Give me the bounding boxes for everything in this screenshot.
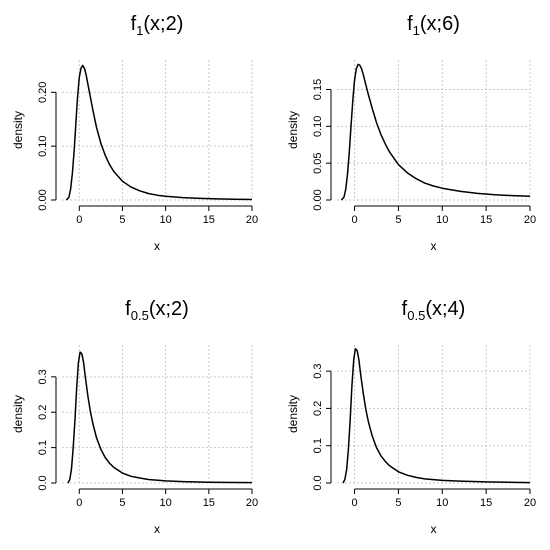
title-args: (x;2) [143, 13, 183, 35]
x-tick-label: 15 [203, 214, 215, 226]
title-main: f [407, 13, 413, 35]
y-tick-label: 0.2 [312, 401, 324, 416]
x-tick-label: 15 [480, 214, 492, 226]
panel-title: f0.5(x;2) [125, 298, 189, 323]
x-tick-label: 0 [351, 214, 357, 226]
x-tick-label: 15 [203, 497, 215, 509]
x-tick-label: 20 [524, 214, 536, 226]
plot-panel-4: f0.5(x;4) 0 5 10 15 20 x 0.0 0.1 0.2 0.3 density [286, 298, 536, 536]
panel-title: f0.5(x;4) [402, 298, 466, 323]
x-axis-label: x [431, 239, 437, 253]
x-tick-label: 10 [160, 497, 172, 509]
x-tick-label: 0 [76, 214, 82, 226]
x-tick-label: 0 [351, 497, 357, 509]
panel-title: f1(x;6) [407, 13, 460, 38]
plot-panel-3: f0.5(x;2) 0 5 10 15 20 x 0.0 0.1 0.2 0.3 density [11, 298, 258, 536]
y-tick-label: 0.00 [312, 189, 324, 210]
density-curve [65, 64, 253, 201]
y-tick-label: 0.1 [312, 438, 324, 453]
x-axis-label: x [154, 239, 160, 253]
title-subscript: 0.5 [407, 308, 425, 323]
y-tick-label: 0.3 [37, 369, 49, 384]
density-curve [340, 63, 531, 201]
x-tick-label: 5 [119, 497, 125, 509]
y-axis-label: density [11, 395, 25, 433]
title-subscript: 1 [136, 23, 143, 38]
title-args: (x;4) [425, 298, 465, 320]
density-curve [67, 351, 253, 484]
title-args: (x;6) [420, 13, 460, 35]
title-main: f [125, 298, 131, 320]
x-tick-label: 5 [395, 214, 401, 226]
x-axis-label: x [431, 522, 437, 536]
x-tick-label: 10 [436, 497, 448, 509]
title-main: f [131, 13, 137, 35]
x-tick-label: 20 [246, 497, 258, 509]
y-tick-label: 0.3 [312, 363, 324, 378]
y-axis-label: density [286, 395, 300, 433]
x-tick-label: 20 [524, 497, 536, 509]
title-subscript: 0.5 [131, 308, 149, 323]
title-subscript: 1 [413, 23, 420, 38]
y-axis-label: density [286, 111, 300, 149]
y-tick-label: 0.0 [37, 475, 49, 490]
title-main: f [402, 298, 408, 320]
y-tick-label: 0.15 [312, 79, 324, 100]
density-curve [342, 347, 531, 484]
y-tick-label: 0.10 [37, 135, 49, 156]
y-tick-label: 0.2 [37, 405, 49, 420]
y-tick-label: 0.20 [37, 82, 49, 103]
x-tick-label: 15 [480, 497, 492, 509]
y-tick-label: 0.0 [312, 475, 324, 490]
x-tick-label: 0 [76, 497, 82, 509]
x-tick-label: 20 [246, 214, 258, 226]
y-axis-label: density [11, 111, 25, 149]
x-tick-label: 5 [119, 214, 125, 226]
title-args: (x;2) [149, 298, 189, 320]
y-tick-label: 0.00 [37, 189, 49, 210]
x-tick-label: 10 [436, 214, 448, 226]
panel-title: f1(x;2) [131, 13, 184, 38]
x-tick-label: 10 [160, 214, 172, 226]
y-tick-label: 0.1 [37, 440, 49, 455]
y-tick-label: 0.10 [312, 116, 324, 137]
plot-panel-2: f1(x;6) 0 5 10 15 20 x 0.00 0.05 0.10 0.15 density [286, 13, 536, 253]
plot-panel-1: f1(x;2) 0 5 10 15 20 x 0.00 0.10 0.20 density [11, 13, 258, 253]
x-axis-label: x [154, 522, 160, 536]
y-tick-label: 0.05 [312, 152, 324, 173]
x-tick-label: 5 [395, 497, 401, 509]
